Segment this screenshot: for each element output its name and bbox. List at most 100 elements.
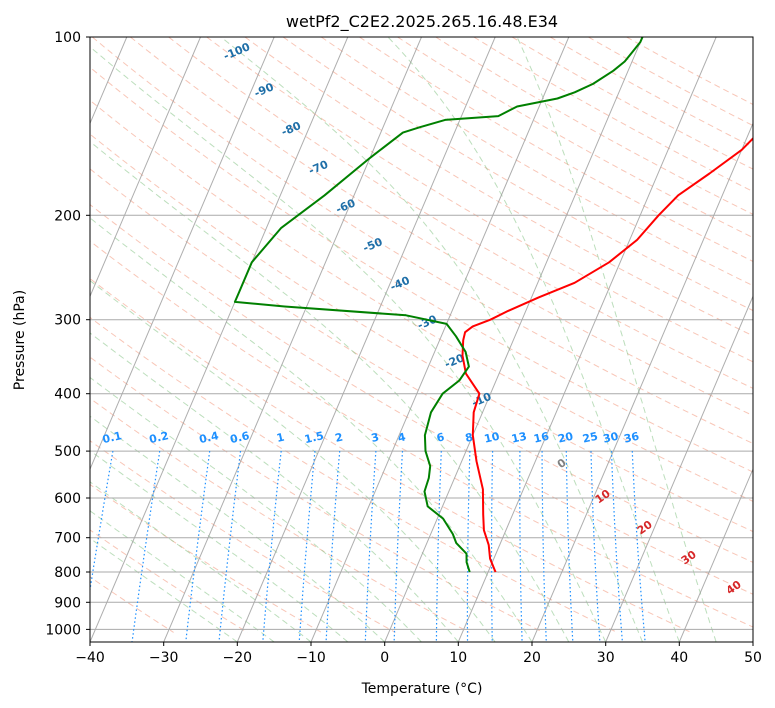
isotherm-line — [605, 295, 753, 642]
mixing-ratio-line — [325, 451, 341, 642]
mixing-ratio-label: 16 — [532, 430, 550, 446]
isotherm-line — [90, 37, 275, 471]
mixing-ratio-label: 36 — [623, 430, 641, 446]
moist-adiabat — [90, 510, 275, 642]
dry-adiabat — [90, 278, 692, 633]
moist-adiabat — [90, 140, 570, 642]
dewpoint-profile — [233, 37, 644, 573]
dry-adiabat — [282, 37, 753, 312]
y-tick-label: 700 — [54, 531, 81, 547]
mixing-ratio-label: 4 — [397, 430, 408, 444]
x-tick-label: −20 — [223, 650, 253, 666]
chart-title: wetPf2_C2E2.2025.265.16.48.E34 — [286, 12, 558, 32]
mixing-ratio-line — [565, 451, 574, 642]
mixing-ratio-label: 8 — [464, 431, 474, 445]
mixing-ratio-line — [610, 451, 623, 642]
y-tick-label: 400 — [54, 387, 81, 403]
mixing-ratio-label: 3 — [370, 431, 380, 445]
mixing-ratio-line — [262, 451, 282, 642]
mixing-ratio-label: 1.5 — [303, 429, 325, 446]
mixing-ratio-label: 0.6 — [229, 429, 251, 446]
isotherm-line — [457, 37, 717, 642]
x-tick-label: −10 — [296, 650, 326, 666]
dry-adiabat — [320, 37, 753, 287]
y-tick-label: 500 — [54, 444, 81, 460]
x-tick-label: 10 — [449, 650, 467, 666]
y-tick-label: 1000 — [45, 622, 81, 638]
moist-adiabat — [90, 376, 422, 642]
moist-adiabat — [516, 37, 717, 642]
mixing-ratio-label: 10 — [483, 430, 501, 446]
x-tick-label: −30 — [149, 650, 179, 666]
x-tick-label: −40 — [75, 650, 105, 666]
mixing-ratio-label: 0.4 — [198, 429, 220, 446]
moist-adiabat — [90, 280, 496, 642]
dry-adiabat — [168, 37, 753, 389]
isotherm-line — [531, 122, 753, 642]
mixing-ratio-line — [185, 451, 211, 642]
plot-frame — [89, 36, 754, 643]
isotherm-line — [678, 467, 753, 642]
mixing-ratio-line — [218, 451, 242, 642]
moist-adiabat — [90, 537, 238, 642]
isotherm-line — [236, 37, 496, 642]
mixing-ratio-line — [541, 451, 547, 642]
x-axis-title: Temperature (°C) — [361, 681, 483, 697]
y-tick-label: 600 — [54, 491, 81, 507]
moist-adiabat — [220, 37, 643, 642]
y-tick-label: 300 — [54, 313, 81, 329]
dry-adiabat — [90, 203, 753, 595]
mixing-ratio-label: 0.2 — [148, 429, 170, 446]
y-tick-label: 100 — [54, 30, 81, 46]
mixing-ratio-label: 25 — [581, 430, 599, 446]
mixing-ratio-label: 20 — [557, 430, 575, 446]
y-axis-title: Pressure (hPa) — [12, 290, 28, 390]
dry-adiabat — [130, 37, 753, 417]
dry-adiabat — [397, 37, 753, 239]
mixing-ratio-label: 1 — [275, 431, 285, 445]
x-tick-label: 30 — [597, 650, 615, 666]
moist-adiabat — [90, 481, 312, 642]
isotherm-line — [163, 37, 422, 642]
dry-adiabat — [511, 37, 753, 170]
temperature-profile — [461, 137, 753, 573]
mixing-ratio-line — [393, 451, 404, 642]
y-tick-label: 900 — [54, 595, 81, 611]
mixing-ratio-label: 0.1 — [101, 429, 123, 446]
mixing-ratio-line — [435, 451, 442, 642]
isotherm-line — [384, 37, 643, 642]
mixing-ratio-label: 30 — [602, 430, 620, 446]
x-tick-label: 0 — [380, 650, 389, 666]
dry-adiabat — [90, 99, 753, 502]
x-tick-label: 40 — [670, 650, 688, 666]
mixing-ratio-label: 6 — [435, 430, 446, 444]
mixing-ratio-label: 2 — [334, 431, 344, 445]
dry-adiabat — [90, 316, 618, 633]
y-tick-label: 800 — [54, 565, 81, 581]
dry-adiabat — [90, 240, 753, 628]
dry-adiabat — [90, 133, 753, 533]
mixing-ratio-label: 13 — [510, 430, 528, 446]
dry-adiabat — [206, 37, 753, 363]
mixing-ratio-line — [131, 451, 161, 642]
x-tick-label: 50 — [744, 650, 762, 666]
dry-adiabat — [435, 37, 753, 215]
isotherm-line — [310, 37, 570, 642]
mixing-ratio-line — [519, 451, 523, 642]
mixing-ratio-line — [631, 451, 646, 642]
moist-adiabat — [90, 415, 386, 642]
y-tick-label: 200 — [54, 208, 81, 224]
moist-adiabat — [90, 46, 607, 642]
dry-adiabat — [90, 356, 544, 633]
moist-adiabat — [387, 37, 680, 642]
x-tick-label: 20 — [523, 650, 541, 666]
moist-adiabat — [90, 332, 459, 642]
isotherm-line — [90, 37, 349, 642]
mixing-ratio-line — [590, 451, 601, 642]
mixing-ratio-line — [298, 451, 316, 642]
dry-adiabat — [90, 168, 753, 563]
mixing-ratio-line — [364, 451, 377, 642]
dry-adiabat — [90, 66, 753, 473]
dry-adiabat — [91, 37, 753, 445]
